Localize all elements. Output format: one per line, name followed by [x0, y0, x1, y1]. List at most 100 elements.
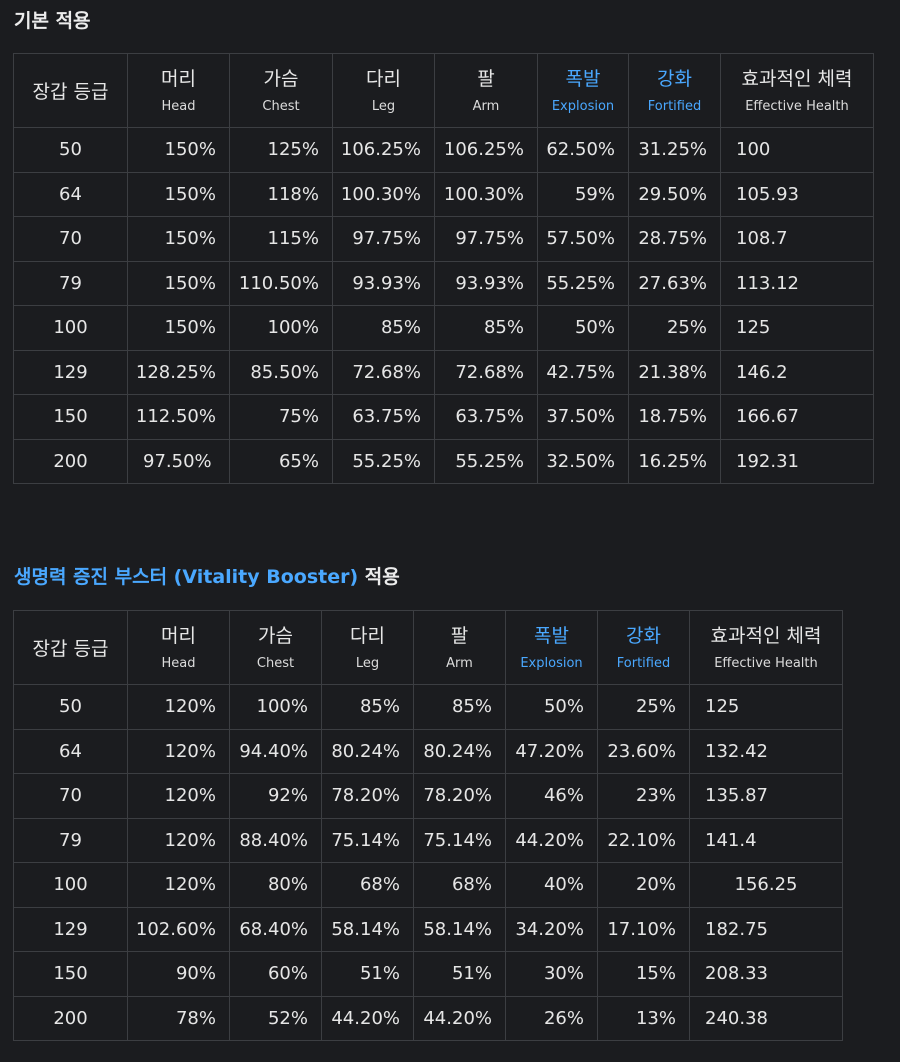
cell-explosion: 42.75%: [537, 349, 629, 395]
cell-armor-grade: 100: [13, 862, 128, 908]
cell-chest: 80%: [229, 862, 322, 908]
section-title-basic: 기본 적용: [14, 10, 91, 32]
cell-head: 128.25%: [127, 349, 230, 395]
cell-effective-health: 156.25: [689, 862, 843, 908]
cell-explosion: 55.25%: [537, 260, 629, 306]
table-row: 70 150% 115% 97.75% 97.75% 57.50% 28.75% 108.7: [13, 216, 874, 262]
cell-chest: 60%: [229, 951, 322, 997]
cell-effective-health: 240.38: [689, 995, 843, 1041]
cell-armor-grade: 70: [13, 773, 128, 819]
header-chest: 가슴 Chest: [229, 53, 333, 128]
cell-chest: 52%: [229, 995, 322, 1041]
table-row: 200 78% 52% 44.20% 44.20% 26% 13% 240.38: [13, 995, 843, 1041]
table-header: 장갑 등급 머리 Head 가슴 Chest 다리 Leg 팔 Arm 폭발 Explos…: [13, 610, 843, 685]
cell-effective-health: 100: [720, 127, 874, 173]
cell-leg: 63.75%: [332, 394, 435, 440]
cell-fortified: 25%: [597, 684, 690, 730]
cell-leg: 80.24%: [321, 728, 414, 774]
cell-leg: 75.14%: [321, 817, 414, 863]
cell-effective-health: 182.75: [689, 906, 843, 952]
header-effective-health: 효과적인 체력 Effective Health: [720, 53, 874, 128]
cell-armor-grade: 64: [13, 171, 128, 217]
cell-arm: 85%: [434, 305, 538, 351]
cell-effective-health: 125: [720, 305, 874, 351]
cell-chest: 115%: [229, 216, 333, 262]
header-effective-health: 효과적인 체력 Effective Health: [689, 610, 843, 685]
cell-chest: 100%: [229, 684, 322, 730]
cell-head: 120%: [127, 684, 230, 730]
table-row: 129 102.60% 68.40% 58.14% 58.14% 34.20% 17.10%…: [13, 906, 843, 952]
cell-fortified: 27.63%: [628, 260, 721, 306]
cell-head: 112.50%: [127, 394, 230, 440]
header-chest: 가슴 Chest: [229, 610, 322, 685]
cell-explosion: 47.20%: [505, 728, 598, 774]
cell-effective-health: 105.93: [720, 171, 874, 217]
cell-leg: 85%: [321, 684, 414, 730]
cell-arm: 78.20%: [413, 773, 506, 819]
cell-fortified: 22.10%: [597, 817, 690, 863]
armor-table-vitality: 장갑 등급 머리 Head 가슴 Chest 다리 Leg 팔 Arm 폭발 Explos…: [13, 610, 843, 1041]
cell-head: 120%: [127, 817, 230, 863]
cell-head: 150%: [127, 305, 230, 351]
cell-head: 90%: [127, 951, 230, 997]
cell-arm: 58.14%: [413, 906, 506, 952]
cell-fortified: 17.10%: [597, 906, 690, 952]
table-row: 64 150% 118% 100.30% 100.30% 59% 29.50% 105.93: [13, 171, 874, 217]
cell-effective-health: 135.87: [689, 773, 843, 819]
table-row: 50 150% 125% 106.25% 106.25% 62.50% 31.25% 100: [13, 127, 874, 173]
table-row: 79 120% 88.40% 75.14% 75.14% 44.20% 22.10% 141.…: [13, 817, 843, 863]
cell-armor-grade: 50: [13, 127, 128, 173]
cell-head: 120%: [127, 862, 230, 908]
cell-armor-grade: 150: [13, 951, 128, 997]
cell-leg: 68%: [321, 862, 414, 908]
cell-head: 120%: [127, 728, 230, 774]
cell-arm: 44.20%: [413, 995, 506, 1041]
cell-chest: 118%: [229, 171, 333, 217]
cell-chest: 110.50%: [229, 260, 333, 306]
cell-arm: 85%: [413, 684, 506, 730]
cell-chest: 68.40%: [229, 906, 322, 952]
header-head: 머리 Head: [127, 610, 230, 685]
section-title-vitality: 생명력 증진 부스터 (Vitality Booster) 적용: [14, 562, 400, 589]
table-row: 64 120% 94.40% 80.24% 80.24% 47.20% 23.60% 132.…: [13, 728, 843, 774]
table-row: 150 112.50% 75% 63.75% 63.75% 37.50% 18.75% 166…: [13, 394, 874, 440]
cell-leg: 72.68%: [332, 349, 435, 395]
cell-fortified: 23.60%: [597, 728, 690, 774]
cell-effective-health: 166.67: [720, 394, 874, 440]
cell-fortified: 15%: [597, 951, 690, 997]
cell-leg: 100.30%: [332, 171, 435, 217]
table-body: 50 150% 125% 106.25% 106.25% 62.50% 31.25% 100 6…: [13, 127, 874, 484]
cell-leg: 44.20%: [321, 995, 414, 1041]
cell-explosion: 40%: [505, 862, 598, 908]
cell-head: 150%: [127, 260, 230, 306]
cell-arm: 75.14%: [413, 817, 506, 863]
cell-explosion: 62.50%: [537, 127, 629, 173]
cell-armor-grade: 200: [13, 438, 128, 484]
cell-fortified: 28.75%: [628, 216, 721, 262]
cell-leg: 58.14%: [321, 906, 414, 952]
cell-armor-grade: 200: [13, 995, 128, 1041]
header-leg: 다리 Leg: [332, 53, 435, 128]
header-fortified: 강화 Fortified: [597, 610, 690, 685]
cell-fortified: 23%: [597, 773, 690, 819]
cell-head: 120%: [127, 773, 230, 819]
cell-arm: 100.30%: [434, 171, 538, 217]
cell-chest: 94.40%: [229, 728, 322, 774]
cell-chest: 65%: [229, 438, 333, 484]
cell-effective-health: 141.4: [689, 817, 843, 863]
cell-arm: 55.25%: [434, 438, 538, 484]
cell-effective-health: 125: [689, 684, 843, 730]
cell-fortified: 20%: [597, 862, 690, 908]
cell-leg: 78.20%: [321, 773, 414, 819]
cell-arm: 72.68%: [434, 349, 538, 395]
cell-armor-grade: 100: [13, 305, 128, 351]
cell-fortified: 18.75%: [628, 394, 721, 440]
cell-armor-grade: 70: [13, 216, 128, 262]
header-explosion: 폭발 Explosion: [505, 610, 598, 685]
cell-arm: 93.93%: [434, 260, 538, 306]
cell-arm: 68%: [413, 862, 506, 908]
cell-effective-health: 146.2: [720, 349, 874, 395]
table-row: 70 120% 92% 78.20% 78.20% 46% 23% 135.87: [13, 773, 843, 819]
header-armor-grade: 장갑 등급: [13, 53, 128, 128]
cell-chest: 125%: [229, 127, 333, 173]
